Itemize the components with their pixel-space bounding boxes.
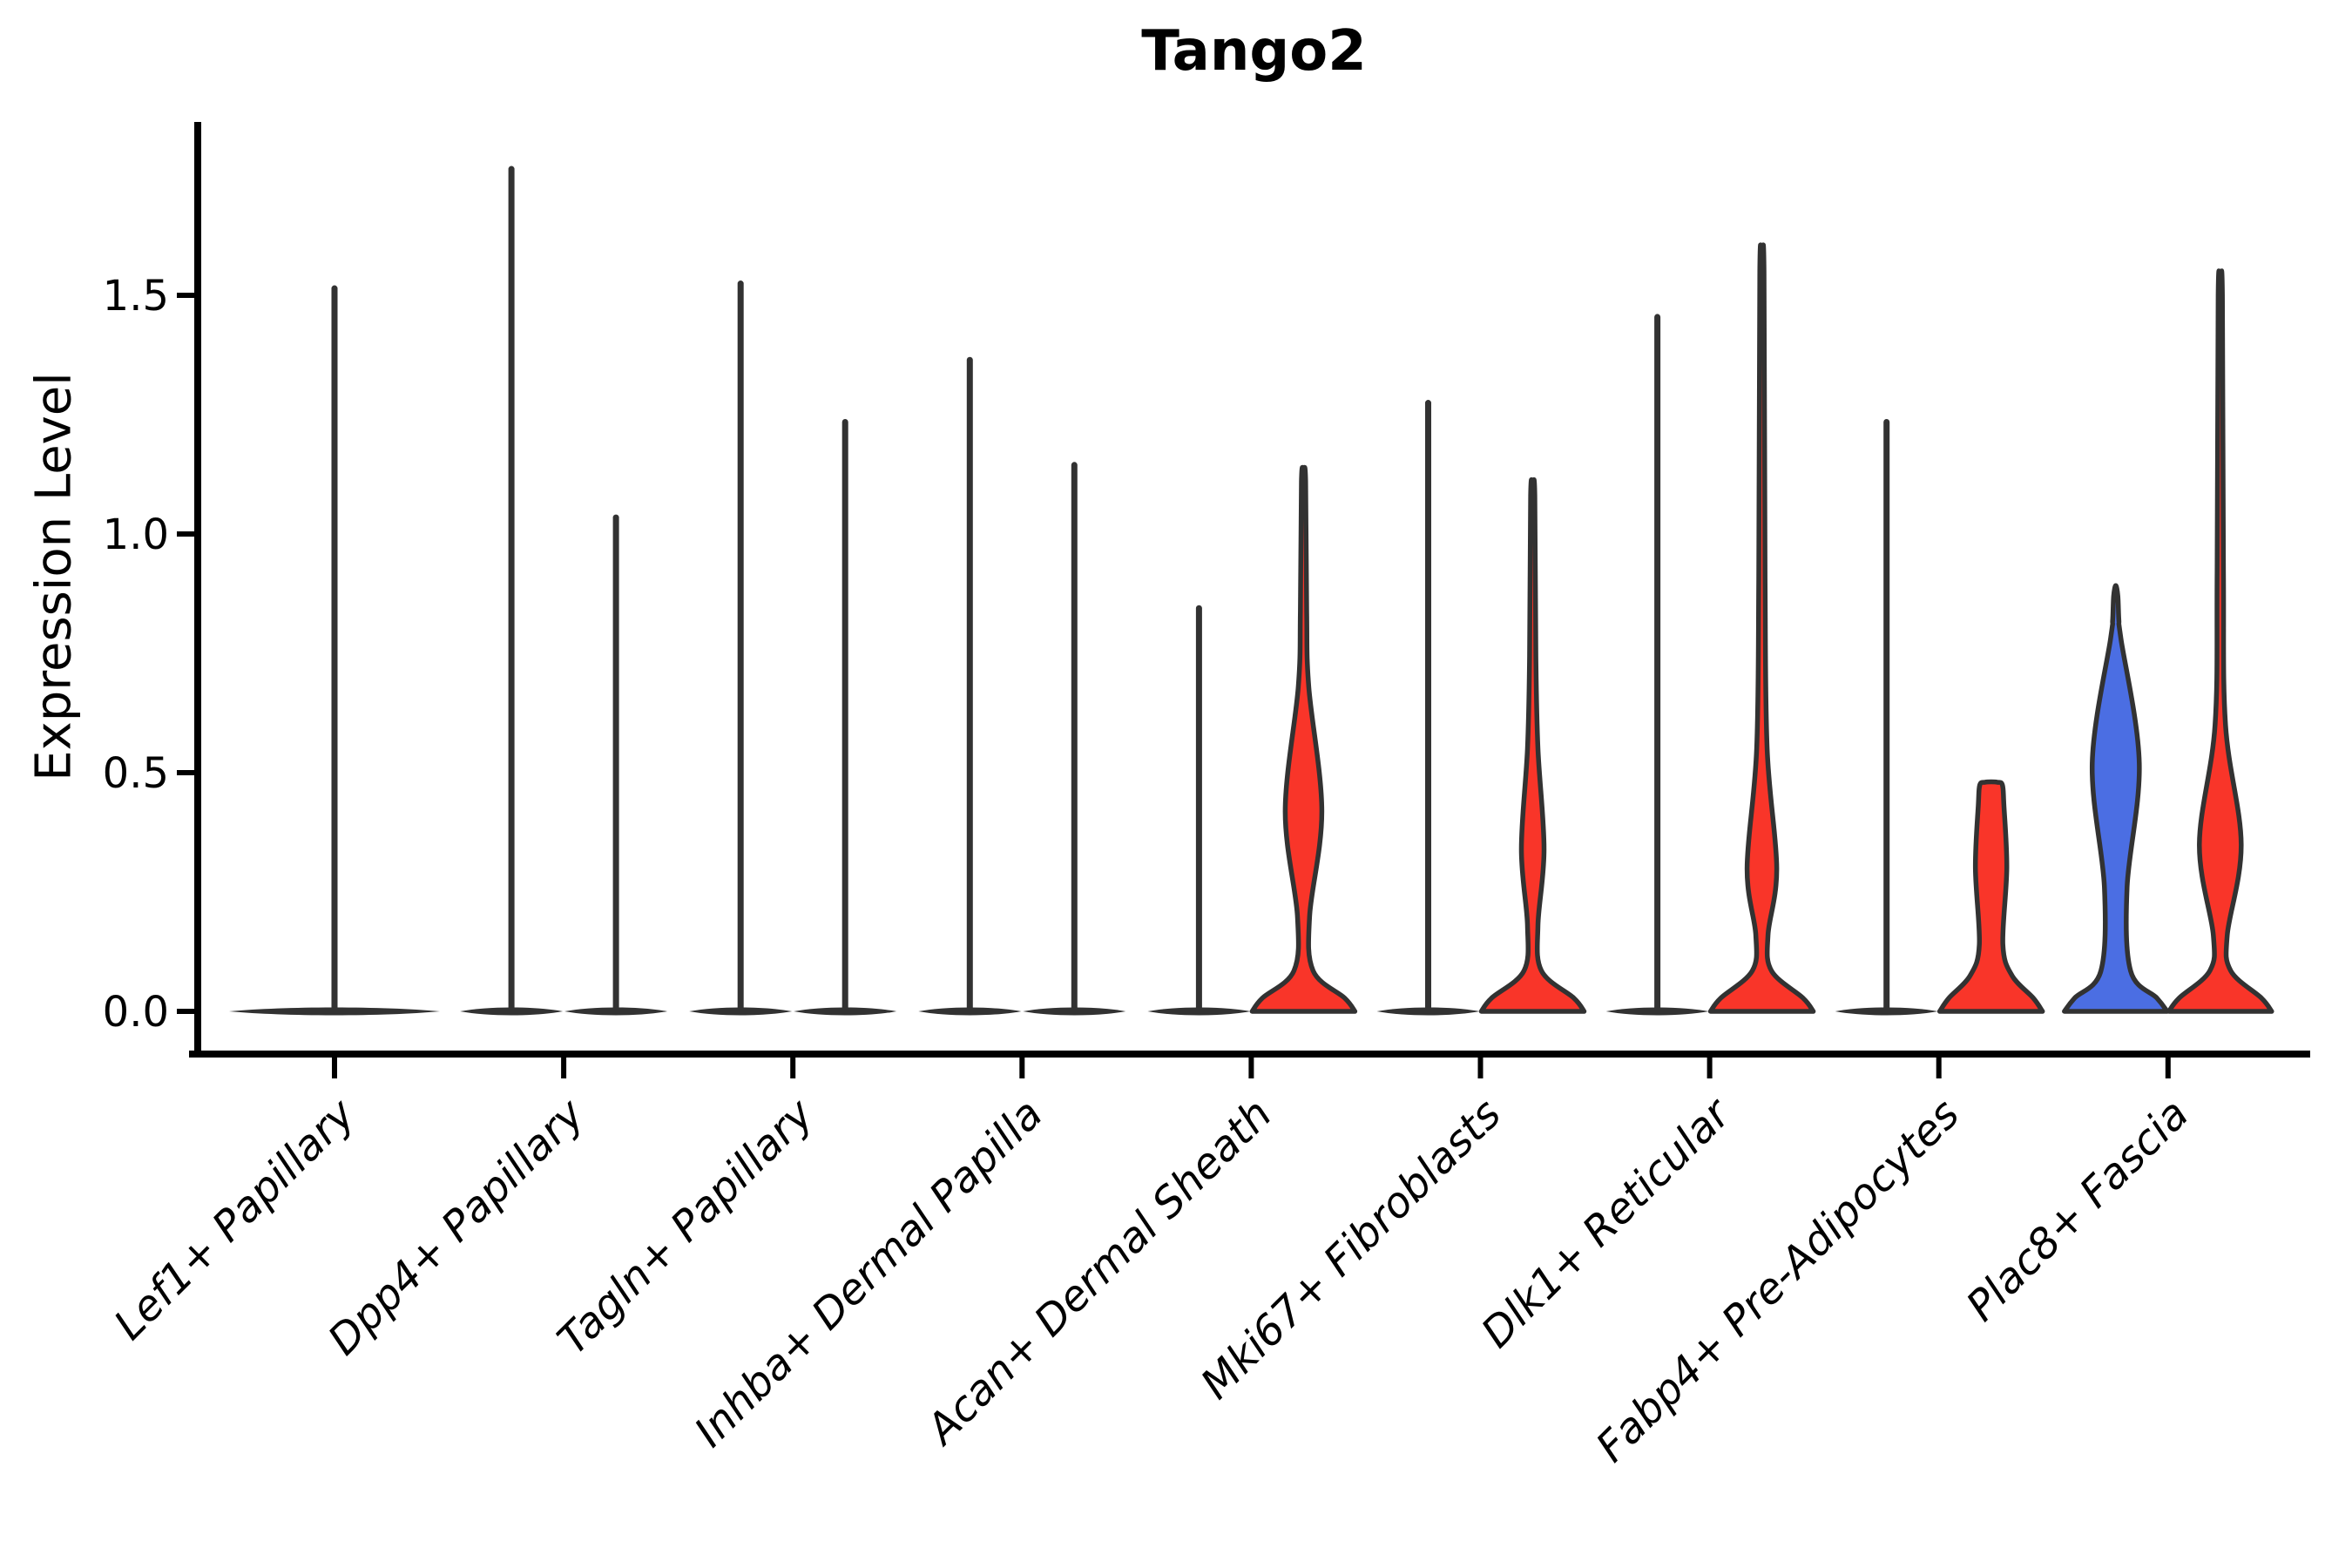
x-tick-label-dlk1-reticular: Dlk1+ Reticular [1472, 1088, 1742, 1358]
violin-acan-dermal-sheath-right [1249, 464, 1358, 1014]
violin-dlk1-reticular-right [1707, 242, 1816, 1014]
y-tick-label: 0.0 [103, 988, 169, 1037]
chart-title: Tango2 [1141, 19, 1367, 84]
x-tick-label-lef1-papillary: Lef1+ Papillary [105, 1089, 365, 1349]
x-tick-label-fabp4-pre-adipocytes: Fabp4+ Pre-Adipocytes [1587, 1090, 1970, 1472]
y-tick-label: 1.0 [103, 510, 169, 559]
y-tick-label: 1.5 [103, 272, 169, 321]
violin-plac8-fascia-left [2062, 583, 2170, 1014]
x-tick-label-tagln-papillary: Tagln+ Papillary [548, 1089, 823, 1364]
x-tick-label-plac8-fascia: Plac8+ Fascia [1957, 1090, 2199, 1331]
violin-fabp4-pre-adipocytes-right [1936, 779, 2045, 1014]
x-tick-label-dpp4-papillary: Dpp4+ Papillary [319, 1089, 594, 1364]
violin-mki67-fibroblasts-right [1478, 477, 1587, 1014]
violin-plac8-fascia-right [2166, 268, 2274, 1014]
y-tick-label: 0.5 [103, 749, 169, 798]
